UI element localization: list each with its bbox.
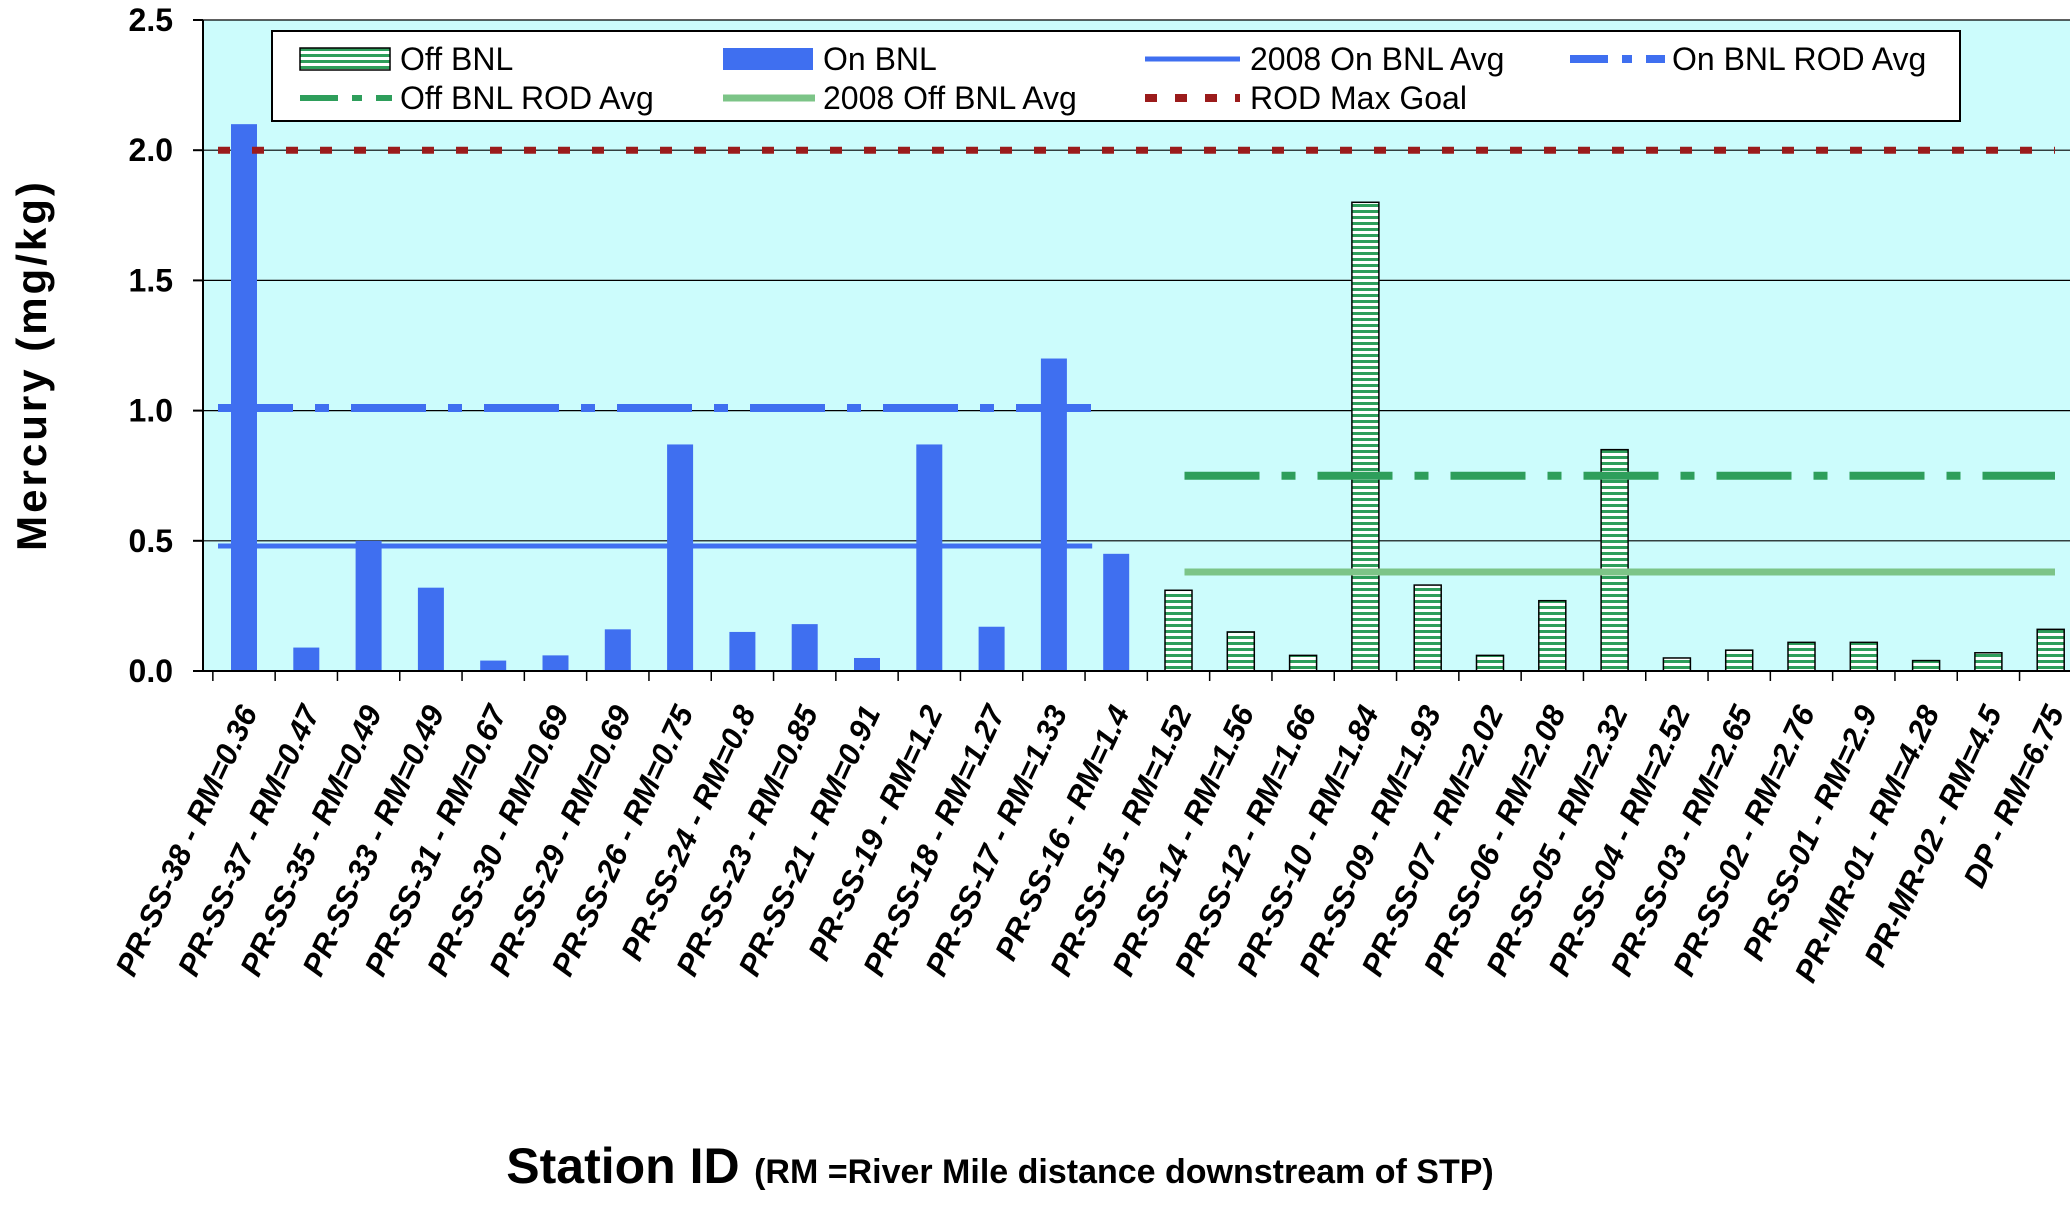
y-tick-label: 1.5 xyxy=(129,262,173,298)
plot-area xyxy=(203,20,2070,671)
bar-on-bnl-pr-ss-21-rm-0-91 xyxy=(854,657,880,671)
y-tick-label: 2.5 xyxy=(129,2,173,38)
bar-off-bnl-pr-mr-01-rm-4-28 xyxy=(1911,659,1941,672)
legend-label-off-bnl: Off BNL xyxy=(400,41,513,77)
legend-label-on-bnl: On BNL xyxy=(823,41,937,77)
y-tick-label: 0.5 xyxy=(129,523,173,559)
bar-on-bnl-pr-ss-26-rm-0-75 xyxy=(667,444,694,671)
bar-on-bnl-pr-ss-18-rm-1-27 xyxy=(978,626,1005,671)
legend-swatch-on-bnl xyxy=(723,48,813,70)
bar-off-bnl-pr-ss-10-rm-1-84 xyxy=(1351,201,1380,672)
bar-on-bnl-pr-ss-38-rm-0-36 xyxy=(231,124,257,671)
bar-off-bnl-pr-ss-09-rm-1-93 xyxy=(1413,584,1442,672)
bar-on-bnl-pr-ss-24-rm-0-8 xyxy=(729,631,756,671)
y-tick-label: 1.0 xyxy=(129,393,173,429)
bar-on-bnl-pr-ss-37-rm-0-47 xyxy=(293,647,320,671)
bar-on-bnl-pr-ss-35-rm-0-49 xyxy=(355,540,382,671)
bar-off-bnl-dp-rm-6-75 xyxy=(2036,628,2065,672)
y-tick-label: 2.0 xyxy=(129,132,173,168)
bar-off-bnl-pr-ss-05-rm-2-32 xyxy=(1600,448,1629,672)
y-tick-labels: 0.0 0.5 1.0 1.5 2.0 2.5 xyxy=(129,2,2021,689)
bar-on-bnl-pr-ss-30-rm-0-69 xyxy=(542,655,569,671)
y-tick-label: 0.0 xyxy=(129,653,173,689)
legend-swatch-off-bnl xyxy=(299,47,391,71)
x-axis-title-note: (RM =River Mile distance downstream of S… xyxy=(754,1153,1494,1191)
bar-on-bnl-pr-ss-19-rm-1-2 xyxy=(916,444,943,671)
bar-off-bnl-pr-mr-02-rm-4-5 xyxy=(1974,652,2003,672)
bar-on-bnl-pr-ss-31-rm-0-67 xyxy=(480,660,507,671)
axes xyxy=(202,20,2070,672)
legend: Off BNL On BNL 2008 On BNL Avg On BNL RO… xyxy=(271,30,1961,122)
bar-on-bnl-pr-ss-33-rm-0-49 xyxy=(417,587,444,671)
legend-label-on-bnl-rod-avg: On BNL ROD Avg xyxy=(1672,41,1926,77)
y-axis-title: Mercury (mg/kg) xyxy=(8,179,55,551)
bar-on-bnl-pr-ss-23-rm-0-85 xyxy=(791,624,818,671)
legend-label-2008-off-bnl-avg: 2008 Off BNL Avg xyxy=(823,80,1077,116)
legend-label-off-bnl-rod-avg: Off BNL ROD Avg xyxy=(400,80,654,116)
bar-off-bnl-pr-ss-12-rm-1-66 xyxy=(1288,654,1318,672)
bar-off-bnl-pr-ss-01-rm-2-9 xyxy=(1849,641,1879,672)
x-axis-title-main: Station ID xyxy=(506,1138,739,1194)
legend-label-rod-max-goal: ROD Max Goal xyxy=(1250,80,1467,116)
legend-box xyxy=(271,30,1961,122)
bar-off-bnl-pr-ss-06-rm-2-08 xyxy=(1538,599,1567,672)
x-axis-title: Station ID (RM =River Mile distance down… xyxy=(506,1138,1493,1194)
bar-off-bnl-pr-ss-04-rm-2-52 xyxy=(1662,657,1692,672)
bar-off-bnl-pr-ss-07-rm-2-02 xyxy=(1475,654,1505,672)
reference-lines xyxy=(218,146,2055,576)
legend-label-2008-on-bnl-avg: 2008 On BNL Avg xyxy=(1250,41,1504,77)
bar-off-bnl-pr-ss-14-rm-1-56 xyxy=(1226,631,1256,672)
bars xyxy=(231,124,2065,672)
bar-on-bnl-pr-ss-29-rm-0-69 xyxy=(604,629,631,671)
bar-off-bnl-pr-ss-03-rm-2-65 xyxy=(1724,649,1754,672)
bar-on-bnl-pr-ss-16-rm-1-4 xyxy=(1103,553,1130,671)
bar-off-bnl-pr-ss-02-rm-2-76 xyxy=(1787,641,1816,672)
bar-off-bnl-pr-ss-15-rm-1-52 xyxy=(1164,589,1193,672)
